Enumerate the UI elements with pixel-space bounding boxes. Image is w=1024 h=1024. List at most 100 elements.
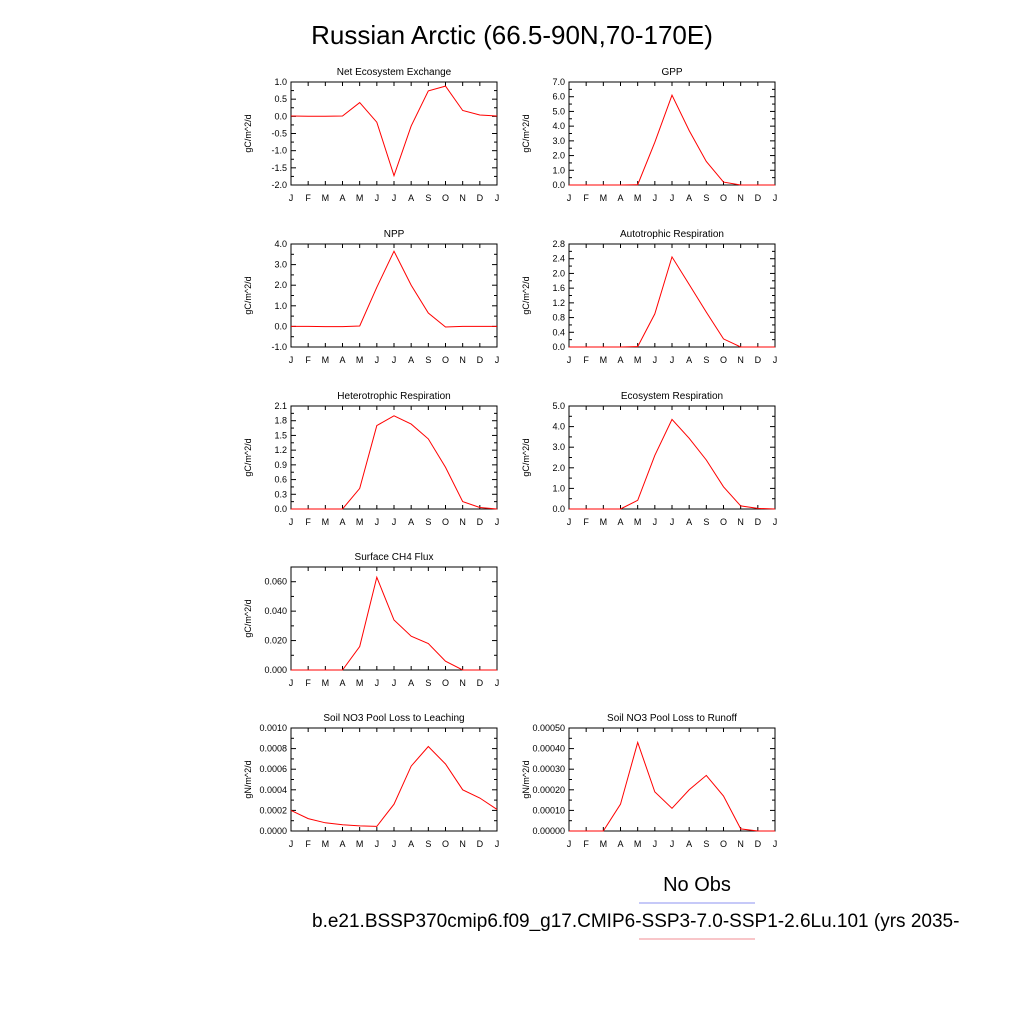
x-tick-label: J (567, 193, 572, 203)
x-tick-label: N (737, 839, 744, 849)
x-tick-label: F (305, 193, 311, 203)
data-point (740, 346, 741, 347)
y-tick-label: 3.0 (552, 136, 565, 146)
y-tick-label: 5.0 (552, 401, 565, 411)
data-point (428, 90, 429, 91)
plot-frame (568, 81, 776, 186)
x-tick-label: J (653, 193, 658, 203)
plot-frame (290, 405, 498, 510)
y-tick-label: 2.0 (274, 280, 287, 290)
data-point (774, 830, 775, 831)
data-point (462, 669, 463, 670)
data-point (428, 438, 429, 439)
y-tick-label: 2.8 (552, 239, 565, 249)
y-tick-label: 2.0 (552, 463, 565, 473)
x-tick-label: N (459, 678, 466, 688)
panel-title: Surface CH4 Flux (355, 552, 434, 563)
y-tick-label: 0.020 (264, 636, 287, 646)
x-tick-label: N (459, 193, 466, 203)
data-point (586, 346, 587, 347)
data-point (671, 419, 672, 420)
x-tick-label: J (392, 678, 397, 688)
data-point (376, 826, 377, 827)
data-point (411, 125, 412, 126)
plot-frame (568, 243, 776, 348)
y-tick-label: 7.0 (552, 77, 565, 87)
data-point (568, 346, 569, 347)
x-tick-label: N (459, 517, 466, 527)
data-point (689, 789, 690, 790)
y-tick-label: 1.6 (552, 283, 565, 293)
x-tick-label: M (356, 355, 364, 365)
plot-frame (290, 81, 498, 186)
series-line (290, 745, 498, 827)
data-point (757, 184, 758, 185)
x-tick-label: F (305, 678, 311, 688)
x-tick-label: J (289, 678, 294, 688)
data-point (671, 808, 672, 809)
x-tick-label: J (495, 839, 500, 849)
x-tick-label: J (653, 355, 658, 365)
x-tick-label: A (686, 193, 692, 203)
data-point (479, 114, 480, 115)
x-tick-label: J (375, 678, 380, 688)
x-tick-label: M (356, 193, 364, 203)
x-tick-label: M (322, 678, 330, 688)
x-tick-label: J (670, 839, 675, 849)
x-tick-label: J (495, 355, 500, 365)
data-point (342, 824, 343, 825)
x-tick-label: J (392, 355, 397, 365)
x-tick-label: M (322, 839, 330, 849)
data-point (479, 326, 480, 327)
data-point (359, 102, 360, 103)
data-point (308, 326, 309, 327)
x-tick-label: A (339, 839, 345, 849)
x-tick-label: D (477, 839, 484, 849)
data-point (706, 161, 707, 162)
data-point (479, 797, 480, 798)
y-tick-label: 0.5 (274, 94, 287, 104)
data-point (706, 459, 707, 460)
x-tick-label: F (305, 355, 311, 365)
data-point (308, 508, 309, 509)
x-tick-label: O (442, 355, 449, 365)
series-line (291, 415, 498, 510)
x-tick-label: M (356, 517, 364, 527)
x-tick-label: J (289, 517, 294, 527)
data-point (393, 251, 394, 252)
x-tick-label: A (408, 193, 414, 203)
y-tick-label: 0.3 (274, 489, 287, 499)
y-tick-label: 0.0 (274, 504, 287, 514)
data-point (671, 256, 672, 257)
legend: No Obs b.e21.BSSP370cmip6.f09_g17.CMIP6-… (312, 874, 959, 940)
x-tick-label: M (634, 517, 642, 527)
data-point (308, 818, 309, 819)
data-point (376, 122, 377, 123)
data-point (620, 804, 621, 805)
data-point (342, 669, 343, 670)
y-tick-label: -1.0 (271, 146, 287, 156)
series-line (569, 93, 775, 186)
data-point (586, 830, 587, 831)
y-tick-label: 0.8 (552, 313, 565, 323)
y-tick-label: 0.0004 (259, 785, 287, 795)
x-tick-label: J (392, 839, 397, 849)
figure-title: Russian Arctic (66.5-90N,70-170E) (311, 20, 713, 50)
data-point (496, 326, 497, 327)
y-tick-label: 5.0 (552, 106, 565, 116)
x-tick-label: J (289, 355, 294, 365)
data-point (290, 669, 291, 670)
x-tick-label: J (392, 193, 397, 203)
x-tick-label: A (686, 517, 692, 527)
y-tick-label: 1.0 (552, 483, 565, 493)
y-tick-label: 1.5 (274, 430, 287, 440)
y-tick-label: 0.0008 (259, 744, 287, 754)
y-tick-label: 0.00050 (532, 723, 565, 733)
series-line (569, 418, 776, 510)
data-point (411, 636, 412, 637)
